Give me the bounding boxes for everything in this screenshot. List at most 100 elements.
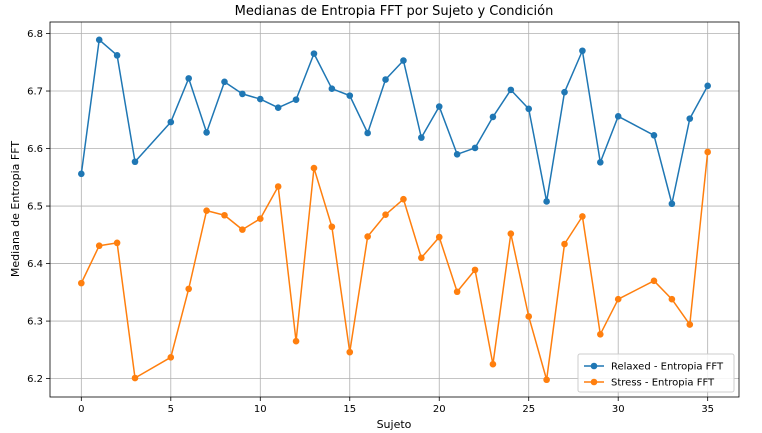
data-point <box>78 170 85 178</box>
legend: Relaxed - Entropia FFT Stress - Entropia … <box>577 353 735 393</box>
data-point <box>346 92 354 99</box>
chart-title: Medianas de Entropia FFT por Sujeto y Co… <box>235 4 554 19</box>
data-point <box>95 242 103 250</box>
data-point <box>400 195 407 203</box>
series-relaxed <box>78 36 711 208</box>
plot-frame <box>49 21 740 398</box>
data-point <box>525 313 533 320</box>
series-line <box>80 39 709 205</box>
data-point <box>364 129 371 137</box>
x-tick-label: 5 <box>168 404 174 415</box>
y-tick-label: 6.7 <box>27 87 43 98</box>
data-point <box>274 183 282 190</box>
data-point <box>310 164 318 172</box>
data-point <box>435 233 443 241</box>
data-point <box>328 223 336 231</box>
data-point <box>543 376 550 384</box>
data-point <box>489 360 497 368</box>
data-point <box>239 226 246 233</box>
data-point <box>650 277 658 285</box>
data-point <box>418 254 425 262</box>
data-point <box>614 113 622 120</box>
data-point <box>471 266 479 274</box>
y-axis-label: Mediana de Entropia FFT <box>9 141 22 277</box>
series-layer <box>78 36 711 384</box>
data-point <box>78 279 85 287</box>
data-point <box>203 129 210 136</box>
legend-label: Relaxed - Entropia FFT <box>611 362 724 373</box>
legend-label: Stress - Entropia FFT <box>611 378 715 389</box>
data-point <box>579 213 586 220</box>
data-point <box>292 337 300 345</box>
data-point <box>453 150 461 158</box>
data-point <box>650 132 658 139</box>
data-point <box>543 198 550 205</box>
x-tick-label: 10 <box>254 404 267 415</box>
data-point <box>471 144 479 152</box>
y-tick-label: 6.6 <box>27 144 43 155</box>
data-point <box>239 90 246 98</box>
legend-swatch-marker <box>590 362 598 370</box>
data-point <box>113 52 121 59</box>
x-tick-label: 15 <box>343 404 356 415</box>
data-point <box>131 158 139 166</box>
legend-entry: Stress - Entropia FFT <box>584 378 715 389</box>
y-tick-label: 6.2 <box>27 374 43 385</box>
x-tick-label: 30 <box>612 404 625 415</box>
series-line <box>80 151 709 381</box>
data-point <box>597 331 604 338</box>
data-point <box>561 88 568 96</box>
data-point <box>561 240 568 248</box>
data-point <box>489 113 497 121</box>
data-point <box>507 230 515 237</box>
legend-box <box>577 353 735 393</box>
data-point <box>185 75 192 82</box>
y-tick-label: 6.4 <box>27 259 43 270</box>
data-point <box>686 321 694 328</box>
data-point <box>274 104 282 111</box>
legend-entry: Relaxed - Entropia FFT <box>584 362 724 373</box>
data-point <box>525 105 533 113</box>
data-point <box>256 95 264 103</box>
x-tick-label: 0 <box>78 404 84 415</box>
data-point <box>346 348 354 356</box>
data-point <box>507 86 515 94</box>
data-point <box>131 374 139 382</box>
y-tick-label: 6.3 <box>27 317 43 328</box>
data-point <box>328 85 336 93</box>
data-point <box>704 82 711 90</box>
data-point <box>95 36 103 44</box>
data-point <box>453 288 461 296</box>
data-point <box>382 76 389 83</box>
legend-swatch-marker <box>590 378 598 386</box>
data-point <box>364 233 371 240</box>
data-point <box>614 295 622 303</box>
data-point <box>382 211 389 218</box>
data-point <box>400 57 407 64</box>
data-point <box>579 47 586 55</box>
data-point <box>704 148 711 156</box>
data-point <box>597 159 604 166</box>
data-point <box>167 118 175 126</box>
x-tick-label: 25 <box>522 404 535 415</box>
data-point <box>221 78 228 86</box>
data-point <box>668 200 676 208</box>
y-tick-label: 6.5 <box>27 202 43 213</box>
data-point <box>686 115 694 122</box>
x-tick-label: 35 <box>701 404 714 415</box>
data-point <box>221 211 228 219</box>
data-point <box>418 134 425 141</box>
x-axis-label: Sujeto <box>377 418 412 431</box>
series-stress <box>78 148 711 384</box>
data-point <box>203 207 210 214</box>
tick-layer: 0 5 10 15 20 25 30 35 6.2 6.3 6.4 6.5 6.6 6.7 6.8 <box>27 29 714 415</box>
grid-layer <box>50 22 739 397</box>
data-point <box>668 295 676 303</box>
data-point <box>435 103 443 110</box>
y-tick-label: 6.8 <box>27 29 43 40</box>
data-point <box>113 239 121 247</box>
data-point <box>185 285 192 293</box>
x-tick-label: 20 <box>433 404 446 415</box>
data-point <box>310 50 318 57</box>
